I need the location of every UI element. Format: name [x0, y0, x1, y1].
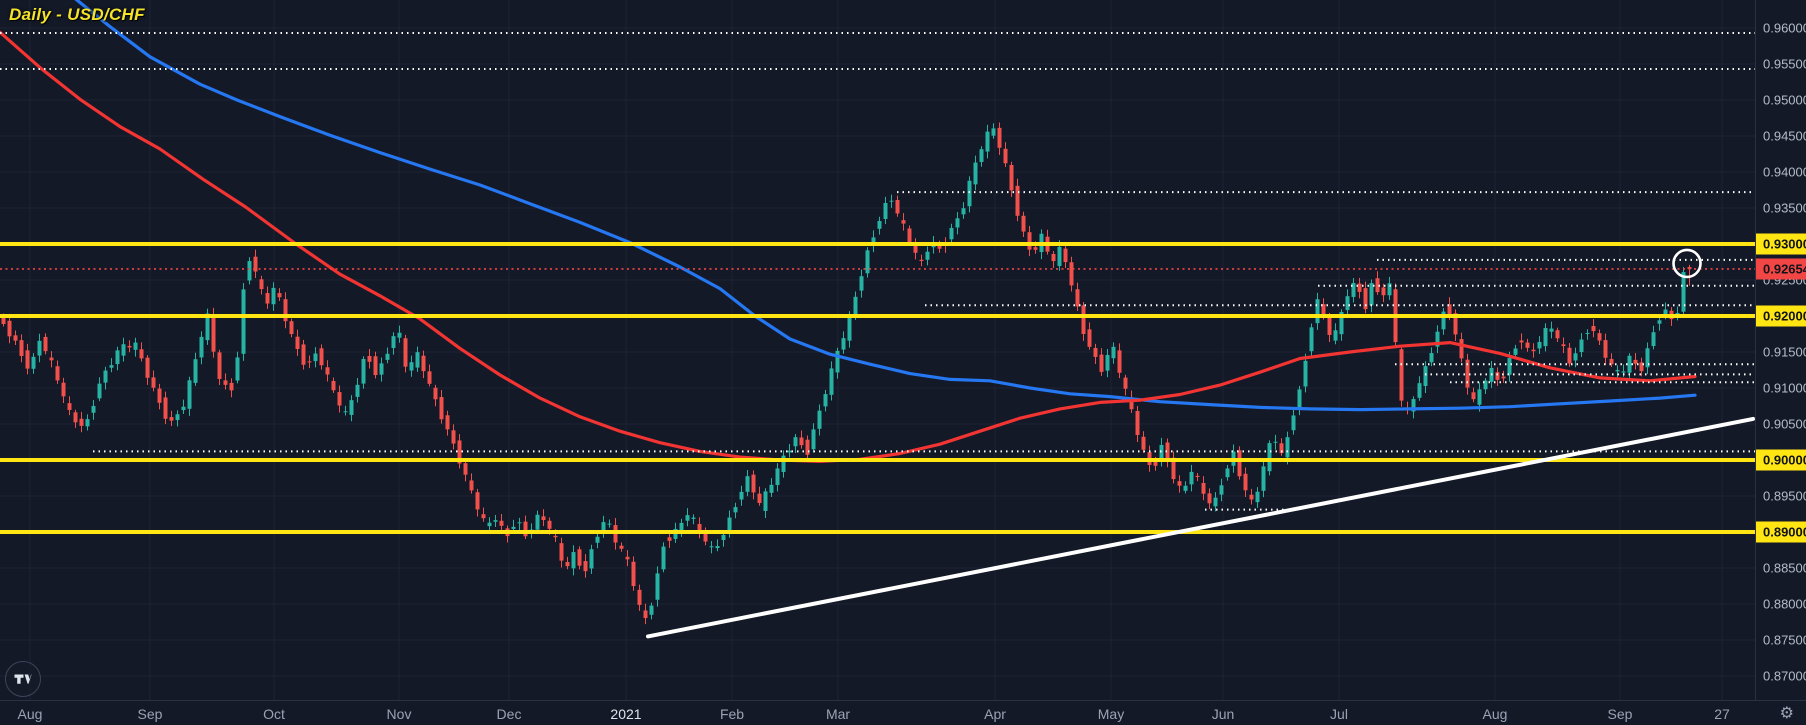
price-tick-label: 0.88500	[1763, 560, 1806, 576]
price-tick-label: 0.94500	[1763, 128, 1806, 144]
time-tick-label: Oct	[263, 705, 285, 722]
time-tick-label: Dec	[496, 705, 522, 722]
yellow-level-price-badge: 0.90000	[1756, 449, 1806, 471]
time-tick-label: Nov	[386, 705, 412, 722]
tv-logo-glyph	[14, 674, 32, 684]
price-tick-label: 0.89500	[1763, 488, 1806, 504]
yellow-level-price-badge: 0.89000	[1756, 521, 1806, 543]
time-tick-label: Jun	[1211, 705, 1235, 722]
time-tick-label: Sep	[137, 705, 163, 722]
time-tick-label: Mar	[825, 705, 851, 722]
trendline[interactable]	[646, 416, 1755, 639]
time-tick-label: Jul	[1330, 705, 1348, 722]
price-tick-label: 0.87500	[1763, 632, 1806, 648]
chart-title: Daily - USD/CHF	[9, 5, 145, 24]
price-tick-label: 0.88000	[1763, 596, 1806, 612]
current-price-badge: 0.92654	[1756, 258, 1806, 280]
highlight-circle[interactable]	[1672, 248, 1702, 279]
time-tick-label: 2021	[610, 705, 642, 722]
price-tick-label: 0.94000	[1763, 164, 1806, 180]
dotted-levels	[0, 32, 1755, 511]
settings-gear-icon[interactable]: ⚙	[1779, 704, 1794, 722]
time-tick-label: Aug	[17, 705, 43, 722]
time-tick-label: Sep	[1607, 705, 1633, 722]
chart-pane[interactable]	[0, 0, 1755, 700]
price-axis[interactable]: 0.96000 0.95500 0.95000 0.94500 0.94000 0.935…	[1755, 0, 1806, 700]
time-tick-label: 27	[1714, 705, 1730, 722]
time-tick-label: Apr	[984, 705, 1006, 722]
tradingview-logo-icon[interactable]	[5, 661, 41, 697]
time-tick-label: May	[1097, 705, 1125, 722]
price-tick-label: 0.91000	[1763, 380, 1806, 396]
ma-red-fast	[0, 30, 1697, 463]
yellow-level-price-badge: 0.93000	[1756, 233, 1806, 255]
time-tick-label: Aug	[1482, 705, 1508, 722]
price-tick-label: 0.91500	[1763, 344, 1806, 360]
ma-blue-slow	[74, 0, 1697, 412]
candles-series	[1, 122, 1692, 625]
time-axis[interactable]: ⚙ Aug Sep Oct Nov Dec 2021 Feb Mar Apr May Jun Jul A…	[0, 700, 1806, 725]
yellow-key-levels[interactable]	[0, 242, 1755, 534]
price-tick-label: 0.95500	[1763, 56, 1806, 72]
time-tick-label: Feb	[719, 705, 745, 722]
price-tick-label: 0.95000	[1763, 92, 1806, 108]
price-tick-label: 0.93500	[1763, 200, 1806, 216]
price-tick-label: 0.87000	[1763, 668, 1806, 684]
price-tick-label: 0.90500	[1763, 416, 1806, 432]
price-tick-label: 0.96000	[1763, 20, 1806, 36]
yellow-level-price-badge: 0.92000	[1756, 305, 1806, 327]
